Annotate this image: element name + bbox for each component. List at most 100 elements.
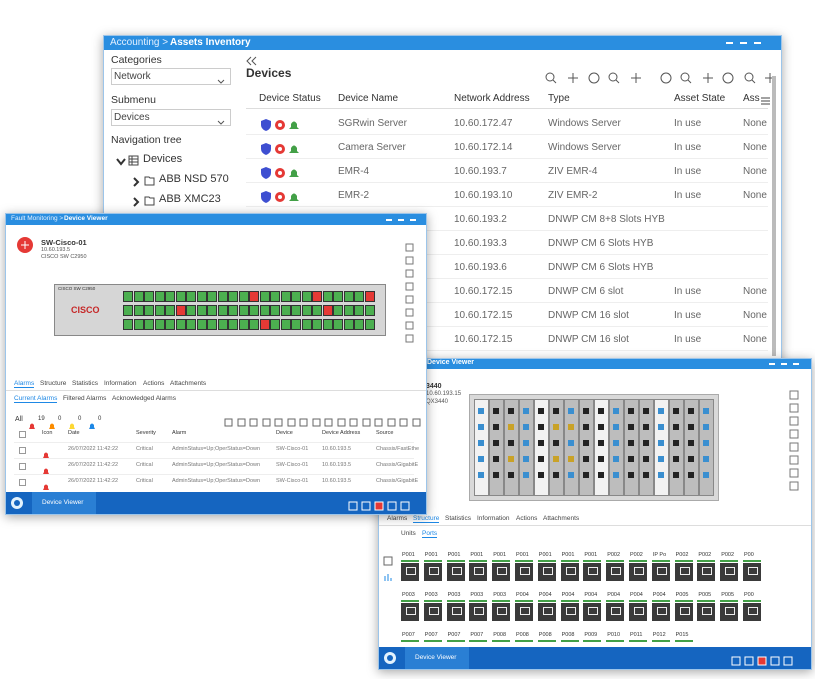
alarm-toolbar-icon[interactable] [224,415,234,433]
alarm-toolbar-icon[interactable] [412,415,422,433]
column-header[interactable]: Device Status [259,93,321,104]
footer-icon[interactable] [387,498,397,514]
alarm-toolbar-icon[interactable] [337,415,347,433]
side-toolbar-icon[interactable] [405,253,415,271]
tab[interactable]: Structure [413,515,440,523]
dropdown-arrow[interactable] [217,72,225,90]
side-toolbar-icon[interactable] [405,305,415,323]
footer-icon[interactable] [757,653,767,669]
side-toolbar-icon[interactable] [789,465,799,483]
toolbar-icon[interactable] [744,71,756,89]
tab[interactable]: Statistics [445,515,472,522]
alarm-toolbar-icon[interactable] [299,415,309,433]
column-header[interactable]: Date [68,430,80,436]
filter-all[interactable]: All [15,416,23,423]
side-toolbar-icon[interactable] [789,478,799,496]
tree-toggle[interactable] [116,154,126,172]
side-toolbar-icon[interactable] [789,387,799,405]
toolbar-icon[interactable] [545,71,557,89]
tree-item[interactable]: ABB NSD 570 [159,173,229,185]
tab[interactable]: Statistics [72,380,99,387]
alarm-toolbar-icon[interactable] [324,415,334,433]
side-toolbar-icon[interactable] [789,400,799,418]
toolbar-icon[interactable] [630,71,642,89]
tree-icon[interactable] [144,174,156,192]
tab[interactable]: Attachments [170,380,207,387]
footer-icon[interactable] [374,498,384,514]
status-icons[interactable] [261,166,301,184]
alarm-toolbar-icon[interactable] [237,415,247,433]
tab[interactable]: Filtered Alarms [63,395,107,402]
footer-icon[interactable] [744,653,754,669]
column-header[interactable]: Ass [743,93,760,104]
tree-toggle[interactable] [132,174,142,192]
side-toolbar-icon[interactable] [789,413,799,431]
alarm-toolbar-icon[interactable] [349,415,359,433]
side-toolbar-icon[interactable] [405,318,415,336]
status-icons[interactable] [261,142,301,160]
alarm-toolbar-icon[interactable] [287,415,297,433]
footer-icon[interactable] [400,498,410,514]
column-header[interactable]: Device Address [322,430,361,436]
alarm-icon[interactable] [42,446,50,464]
footer-icon[interactable] [348,498,358,514]
alarm-toolbar-icon[interactable] [399,415,409,433]
column-header[interactable]: Icon [42,430,53,436]
column-header[interactable]: Device Name [338,93,399,104]
tab[interactable]: Information [477,515,510,522]
column-header[interactable]: Network Address [454,93,530,104]
tab[interactable]: Units [401,530,416,537]
tree-toggle[interactable] [132,194,142,212]
side-toolbar-icon[interactable] [405,331,415,349]
alarm-toolbar-icon[interactable] [274,415,284,433]
column-menu[interactable] [760,93,771,111]
side-toolbar-icon[interactable] [789,439,799,457]
submenu-select[interactable]: Devices [111,109,231,126]
toolbar-icon[interactable] [680,71,692,89]
collapse-icon[interactable] [246,53,258,71]
tab[interactable]: Alarms [14,380,35,388]
alarm-toolbar-icon[interactable] [362,415,372,433]
alarm-toolbar-icon[interactable] [374,415,384,433]
category-select[interactable]: Network [111,68,231,85]
toolbar-icon[interactable] [702,71,714,89]
tab[interactable]: Structure [40,380,67,387]
status-icons[interactable] [261,118,301,136]
side-toolbar-icon[interactable] [405,279,415,297]
dropdown-arrow[interactable] [217,113,225,131]
footer-icon[interactable] [770,653,780,669]
column-header[interactable]: Device [276,430,293,436]
alarm-toolbar-icon[interactable] [262,415,272,433]
alarm-icon[interactable] [42,478,50,496]
device-icon[interactable] [17,237,33,258]
toolbar-icon[interactable] [608,71,620,89]
column-header[interactable]: Asset State [674,93,726,104]
status-icons[interactable] [261,190,301,208]
side-icon[interactable] [383,553,393,571]
severity-bell[interactable] [48,417,56,435]
tree-item[interactable]: Devices [143,153,183,165]
tab[interactable]: Current Alarms [14,395,58,403]
severity-bell[interactable] [68,417,76,435]
tree-icon[interactable] [144,194,156,212]
toolbar-icon[interactable] [588,71,600,89]
side-icon[interactable] [383,569,393,587]
app-logo[interactable] [383,651,397,669]
footer-icon[interactable] [731,653,741,669]
tree-item[interactable]: ABB XMC23 [159,193,221,205]
side-toolbar-icon[interactable] [789,426,799,444]
tab[interactable]: Ports [422,530,438,538]
tab[interactable]: Actions [143,380,165,387]
alarm-toolbar-icon[interactable] [387,415,397,433]
footer-title[interactable]: Device Viewer [42,499,84,506]
alarm-icon[interactable] [42,462,50,480]
column-header[interactable]: Source [376,430,394,436]
tree-icon[interactable] [128,154,140,172]
toolbar-icon[interactable] [660,71,672,89]
footer-icon[interactable] [783,653,793,669]
footer-icon[interactable] [361,498,371,514]
tab[interactable]: Alarms [387,515,408,522]
footer-title[interactable]: Device Viewer [415,654,457,661]
alarm-toolbar-icon[interactable] [312,415,322,433]
tab[interactable]: Information [104,380,137,387]
